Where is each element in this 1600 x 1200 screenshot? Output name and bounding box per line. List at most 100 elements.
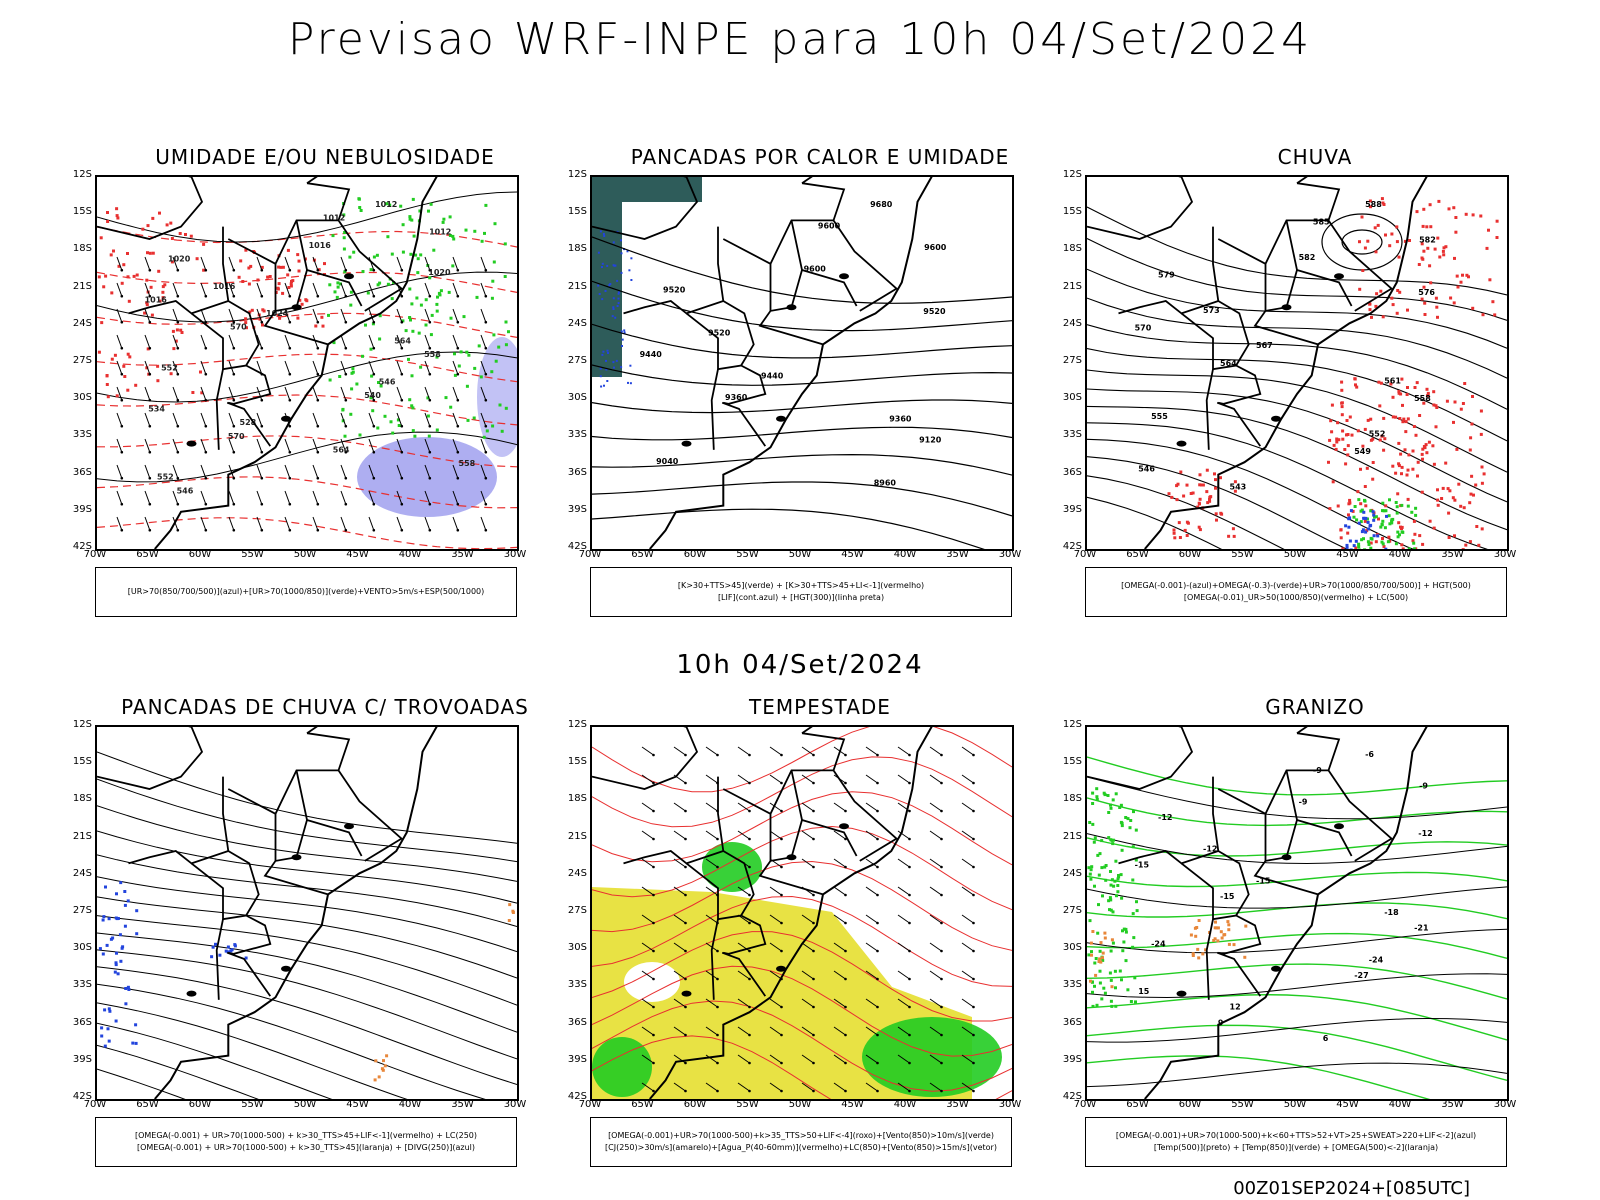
cloud-pixel: [1098, 957, 1102, 961]
lat-tick: 27S: [72, 355, 92, 366]
contour-line: [1087, 268, 1507, 349]
cloud-pixel: [1470, 422, 1474, 426]
cloud-pixel: [100, 321, 104, 325]
lake-mark: [1271, 965, 1281, 972]
cloud-pixel: [119, 881, 123, 885]
cloud-pixel: [1132, 810, 1135, 814]
lon-tick: 55W: [241, 1099, 264, 1110]
cloud-pixel: [605, 359, 607, 362]
cloud-pixel: [1120, 824, 1124, 828]
cloud-pixel: [276, 286, 280, 290]
cloud-pixel: [1477, 543, 1481, 547]
wind-vector-head: [652, 837, 655, 841]
wind-vector-head: [456, 424, 460, 428]
wind-vector-head: [484, 424, 488, 428]
cloud-pixel: [1095, 798, 1099, 801]
cloud-pixel: [1379, 289, 1383, 293]
lat-tick: 42S: [1062, 541, 1082, 552]
cloud-pixel: [612, 308, 615, 310]
cloud-pixel: [419, 365, 423, 369]
map-canvas: 5885855825825795765735705675645615585555…: [1087, 177, 1507, 549]
cloud-pixel: [156, 379, 160, 383]
cloud-pixel: [258, 317, 262, 321]
wind-vector-head: [148, 320, 152, 324]
cloud-pixel: [1453, 498, 1457, 502]
cloud-pixel: [141, 227, 145, 231]
cloud-pixel: [161, 296, 165, 300]
cloud-pixel: [1134, 1000, 1137, 1004]
cloud-pixel: [435, 355, 439, 359]
cloud-pixel: [429, 333, 433, 337]
cloud-pixel: [1122, 927, 1126, 931]
wind-vector-head: [812, 977, 815, 981]
contour-label: 9440: [640, 350, 663, 359]
cloud-pixel: [1340, 401, 1344, 405]
lon-tick: 65W: [1126, 549, 1149, 560]
cloud-pixel: [151, 251, 155, 255]
cloud-pixel: [1395, 240, 1399, 244]
cloud-pixel: [1400, 543, 1404, 547]
contour-label: 546: [177, 486, 194, 495]
cloud-pixel: [1434, 296, 1438, 300]
wind-vector: [833, 998, 846, 1008]
wind-vector-head: [316, 320, 320, 324]
cloud-pixel: [247, 282, 251, 286]
contour-label: 546: [1138, 465, 1155, 474]
cloud-pixel: [1446, 487, 1450, 491]
wind-vector-head: [748, 893, 751, 897]
wind-vector: [833, 914, 846, 924]
state-border: [227, 788, 277, 861]
wind-vector-head: [908, 753, 911, 757]
cloud-pixel: [626, 250, 629, 253]
cloud-pixel: [408, 217, 412, 221]
cloud-pixel: [286, 248, 290, 252]
contour-label: 585: [1313, 218, 1330, 227]
cloud-pixel: [351, 370, 355, 374]
wind-vector-head: [316, 398, 320, 402]
wind-vector-head: [876, 1033, 879, 1037]
wind-vector: [256, 308, 263, 323]
wind-vector-head: [684, 865, 687, 869]
state-border: [801, 819, 858, 857]
cloud-pixel: [145, 301, 149, 305]
cloud-pixel: [1428, 203, 1432, 207]
cloud-pixel: [1340, 380, 1344, 384]
lat-tick: 36S: [567, 1016, 587, 1028]
cloud-pixel: [1113, 969, 1117, 973]
cloud-pixel: [226, 945, 230, 949]
cloud-pixel: [1377, 380, 1381, 384]
cloud-pixel: [618, 291, 621, 294]
cloud-pixel: [1094, 957, 1098, 960]
wind-vector-head: [372, 450, 376, 454]
contour-label: -9: [1299, 797, 1308, 806]
cloud-pixel: [351, 367, 355, 371]
cloud-pixel: [1227, 534, 1231, 538]
cloud-pixel: [417, 331, 421, 335]
wind-vector-head: [652, 753, 655, 757]
cloud-pixel: [1119, 820, 1123, 824]
wind-vector: [737, 1082, 750, 1092]
wind-vector: [801, 998, 814, 1008]
cloud-pixel: [1397, 441, 1401, 445]
wind-vector: [452, 256, 459, 271]
wind-vector: [705, 858, 718, 868]
contour-line: [97, 191, 517, 243]
wind-vector-head: [176, 320, 180, 324]
wind-vector: [705, 746, 718, 756]
cloud-pixel: [1469, 492, 1473, 496]
wind-vector: [961, 886, 974, 896]
cloud-pixel: [1403, 448, 1407, 452]
panel-granizo: GRANIZO 12S 15S 18S 21S 24S 27S 30S 33S 36S 39S 42…: [1055, 695, 1575, 1185]
panel-title: PANCADAS POR CALOR E UMIDADE: [630, 145, 1010, 169]
cloud-pixel: [380, 1067, 384, 1071]
contour-line: [592, 727, 1012, 793]
cloud-pixel: [383, 414, 387, 418]
state-border: [97, 177, 204, 240]
cloud-pixel: [386, 282, 390, 286]
cloud-pixel: [1090, 950, 1093, 954]
lon-tick: 65W: [631, 1099, 654, 1110]
wind-vector: [673, 858, 686, 868]
cloud-pixel: [1378, 404, 1382, 408]
cloud-pixel: [616, 279, 619, 282]
cloud-pixel: [459, 350, 463, 354]
